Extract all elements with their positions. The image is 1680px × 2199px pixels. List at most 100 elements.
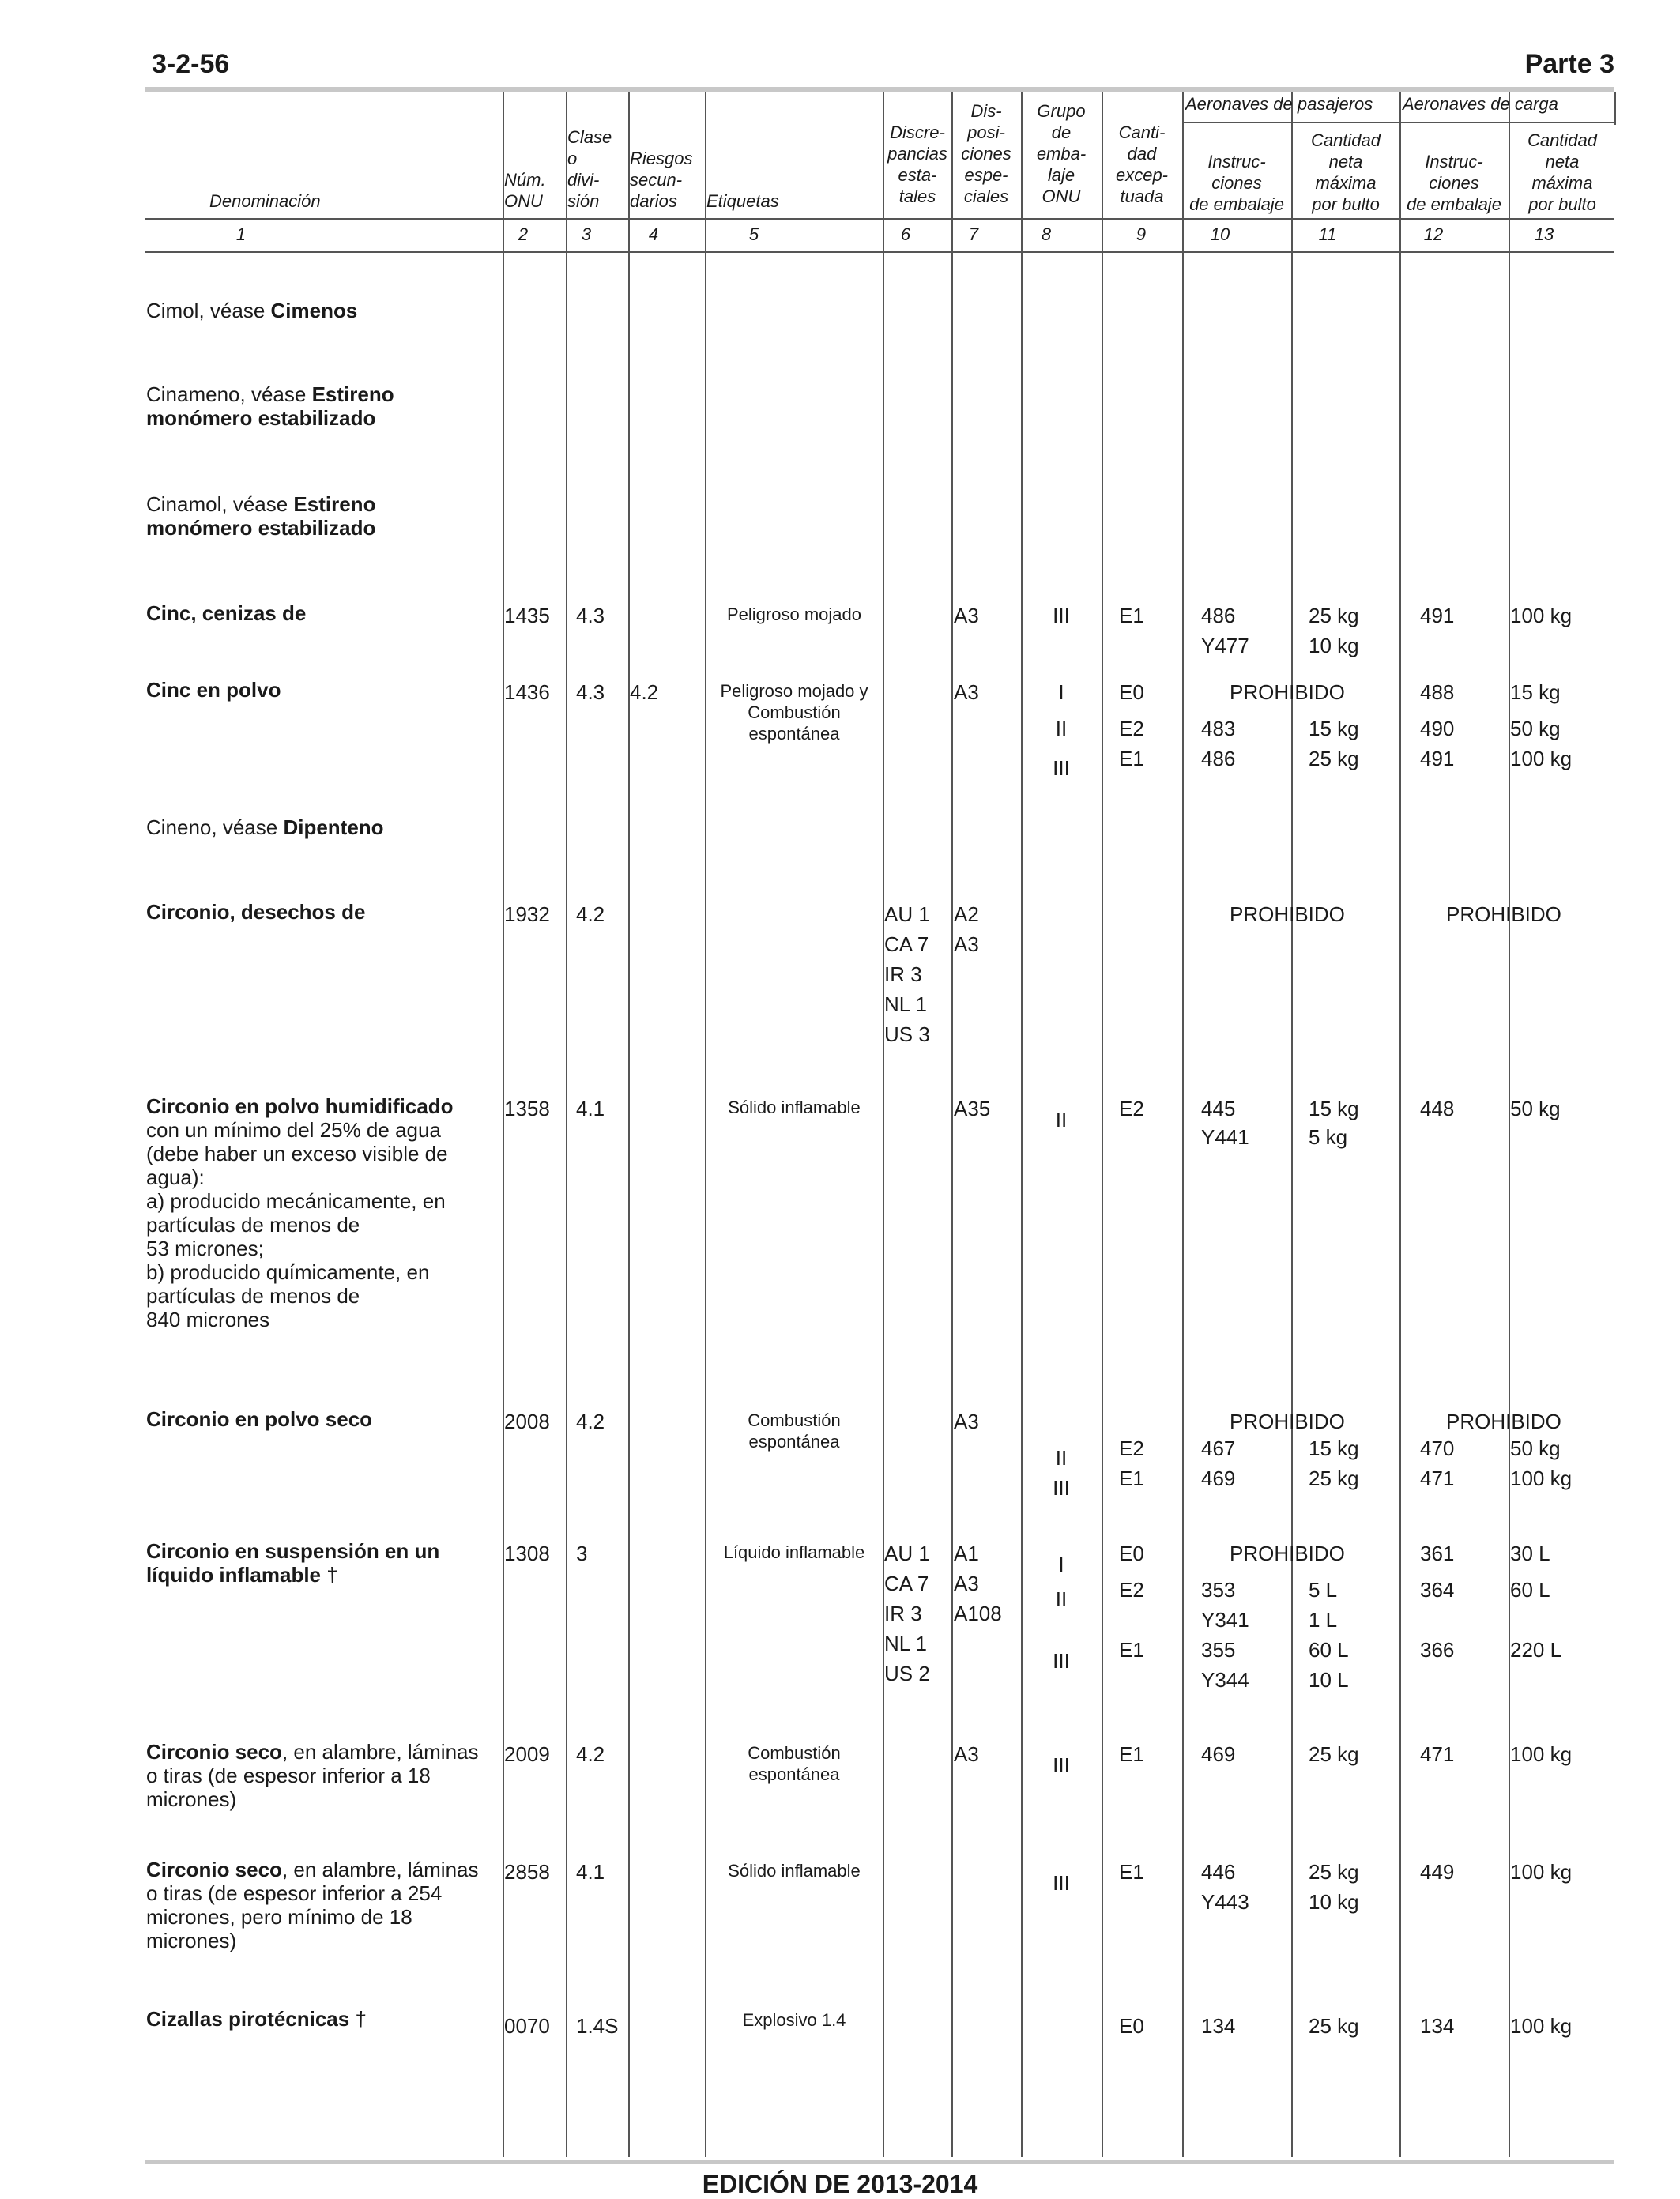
cell-eq: E1 (1119, 1860, 1144, 1884)
cell-lab: espontánea (748, 1764, 840, 1784)
column-header-c13: por bulto (1528, 194, 1596, 214)
entry-name-line: agua): (146, 1165, 502, 1189)
cell-pg: III (1053, 1476, 1070, 1500)
cell-cq: 100 kg (1510, 1860, 1573, 1884)
column-header-c6: esta- (898, 165, 937, 185)
column-header-c11: neta (1328, 152, 1363, 171)
entry-name: Cineno, véase Dipenteno (146, 815, 502, 839)
cell-cls: 4.1 (576, 1097, 605, 1120)
entry-name-text: con un mínimo del 25% de agua (146, 1118, 441, 1142)
cell-ci: 366 (1420, 1638, 1455, 1662)
entry-name: Circonio en polvo humidificado con un mín… (146, 1094, 502, 1331)
cell-pq: 1 L (1309, 1608, 1338, 1632)
header-rule-aircraft (1182, 122, 1614, 123)
column-header-c3: o (567, 149, 578, 168)
cell-disc: US 2 (884, 1662, 930, 1685)
cell-disc: NL 1 (884, 992, 927, 1016)
entry-name-line: micrones) (146, 1929, 502, 1952)
column-number: 10 (1210, 224, 1230, 244)
entry-name: Circonio en polvo seco (146, 1407, 502, 1431)
column-divider (883, 92, 884, 2157)
column-header-c12: de embalaje (1407, 194, 1501, 214)
column-header-c13: Cantidad (1527, 130, 1598, 150)
cell-eq: E0 (1119, 1542, 1144, 1565)
cell-eq: E2 (1119, 717, 1144, 740)
column-header-c8: emba- (1036, 144, 1087, 164)
cell-sp: A3 (954, 604, 979, 627)
column-header-c3: sión (567, 191, 600, 211)
entry-name: Cinc en polvo (146, 678, 502, 702)
cell-un: 0070 (504, 2014, 550, 2038)
cell-pq: 15 kg (1309, 717, 1359, 740)
cell-sp: A108 (954, 1602, 1002, 1625)
entry-name-line: Cizallas pirotécnicas † (146, 2007, 502, 2031)
column-number: 5 (748, 224, 759, 244)
entry-name-line: Cineno, véase Dipenteno (146, 815, 502, 839)
cell-disc: CA 7 (884, 932, 929, 956)
column-header-c12: Instruc- (1425, 152, 1483, 171)
cell-prohc: PROHIBIDO (1446, 1410, 1561, 1433)
cell-un: 1435 (504, 604, 550, 627)
cell-sp: A2 (954, 902, 979, 926)
cell-un: 1436 (504, 680, 550, 704)
entry-name-line: Cinc en polvo (146, 678, 502, 702)
cell-un: 1308 (504, 1542, 550, 1565)
column-divider (1614, 92, 1616, 125)
cell-eq: E1 (1119, 1742, 1144, 1766)
cell-un: 2858 (504, 1860, 550, 1884)
cell-lab: Peligroso mojado (727, 604, 861, 624)
cell-pg: I (1058, 680, 1064, 704)
column-header-c5: Etiquetas (706, 191, 779, 211)
cell-un: 2008 (504, 1410, 550, 1433)
cell-cls: 4.2 (576, 1742, 605, 1766)
entry-name-line: Circonio seco, en alambre, láminas (146, 1858, 502, 1881)
cell-eq: E1 (1119, 1638, 1144, 1662)
cell-pg: III (1053, 604, 1070, 627)
cell-eq: E2 (1119, 1097, 1144, 1120)
cell-ci: 491 (1420, 604, 1455, 627)
entry-name-bold: monómero estabilizado (146, 516, 376, 540)
column-header-c8: laje (1047, 165, 1075, 185)
cell-ci: 470 (1420, 1437, 1455, 1460)
cell-pi: 486 (1201, 604, 1236, 627)
column-divider (566, 92, 567, 2157)
entry-name-line: 840 micrones (146, 1308, 502, 1331)
cell-pq: 5 L (1309, 1578, 1338, 1602)
column-header-c13: neta (1545, 152, 1580, 171)
cell-pi: Y477 (1201, 634, 1249, 657)
cell-sp: A3 (954, 932, 979, 956)
column-number: 12 (1423, 224, 1444, 244)
entry-name-line: a) producido mecánicamente, en (146, 1189, 502, 1213)
cell-prohc: PROHIBIDO (1446, 902, 1561, 926)
cell-sp: A3 (954, 1742, 979, 1766)
cell-pi: 467 (1201, 1437, 1236, 1460)
entry-name-text: micrones) (146, 1929, 237, 1952)
bottom-rule (145, 2160, 1614, 2164)
entry-name-line: Circonio en polvo humidificado (146, 1094, 502, 1118)
cell-lab: Combustión (748, 1410, 841, 1430)
cell-proh: PROHIBIDO (1230, 680, 1345, 704)
column-divider (951, 92, 953, 2157)
entry-name-text: Cimol, véase (146, 299, 271, 322)
column-header-c10: de embalaje (1189, 194, 1284, 214)
cell-ci: 361 (1420, 1542, 1455, 1565)
column-divider (1102, 92, 1103, 2157)
header-rule (145, 251, 1614, 253)
entry-name: Circonio seco, en alambre, láminas o tira… (146, 1740, 502, 1811)
cell-pq: 10 kg (1309, 634, 1359, 657)
cell-cq: 30 L (1510, 1542, 1550, 1565)
cell-pi: 469 (1201, 1467, 1236, 1490)
column-header-c8: Grupo (1037, 101, 1086, 121)
entry-name: Cimol, véase Cimenos (146, 299, 502, 322)
entry-name-text: (debe haber un exceso visible de (146, 1142, 448, 1165)
cell-pg: II (1055, 717, 1068, 740)
entry-name: Cinameno, véase Estireno monómero estabil… (146, 382, 502, 430)
entry-name-line: monómero estabilizado (146, 406, 502, 430)
entry-name-text: a) producido mecánicamente, en (146, 1189, 446, 1213)
column-header-c9: dad (1127, 144, 1157, 164)
column-divider (503, 92, 504, 2157)
cell-lab: Combustión (748, 702, 841, 722)
part-label: Parte 3 (1524, 49, 1614, 79)
column-header-c11: Cantidad (1310, 130, 1381, 150)
column-header-c7: ciales (963, 186, 1009, 206)
